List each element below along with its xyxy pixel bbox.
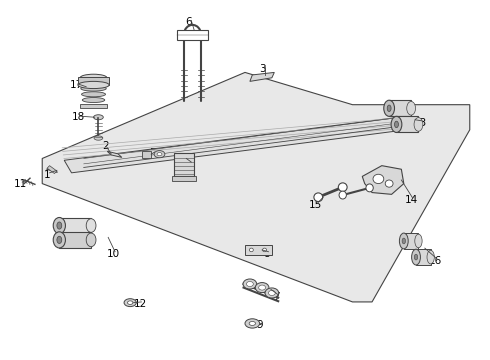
Ellipse shape [81,92,105,97]
Bar [59,218,91,234]
Ellipse shape [399,233,408,249]
Ellipse shape [338,183,347,192]
Polygon shape [107,151,122,157]
Text: 11: 11 [14,179,27,189]
Ellipse shape [373,174,384,184]
Text: 2: 2 [102,141,109,151]
Text: 7: 7 [273,292,280,302]
Text: 1: 1 [44,170,50,180]
Bar [80,104,107,108]
Ellipse shape [80,74,107,81]
Bar [143,151,151,158]
Ellipse shape [243,279,257,289]
Ellipse shape [384,100,394,116]
Ellipse shape [427,250,434,264]
Bar [59,232,91,248]
Ellipse shape [415,234,422,248]
Ellipse shape [82,98,105,103]
Bar [389,100,411,116]
Ellipse shape [245,319,260,328]
Ellipse shape [53,217,66,234]
Text: 8: 8 [264,248,270,258]
Ellipse shape [407,102,416,115]
Text: 13: 13 [414,118,427,128]
Ellipse shape [127,301,133,305]
Polygon shape [42,72,470,302]
Bar [174,153,194,176]
Ellipse shape [246,282,253,287]
Text: 15: 15 [309,200,322,210]
Ellipse shape [269,291,275,296]
Ellipse shape [391,116,402,132]
Ellipse shape [415,254,417,260]
Ellipse shape [86,219,96,232]
Ellipse shape [124,299,136,307]
Ellipse shape [157,153,162,156]
Bar [245,244,272,255]
Ellipse shape [402,238,406,244]
Polygon shape [250,72,274,81]
Ellipse shape [249,321,255,325]
Polygon shape [64,117,406,173]
Ellipse shape [314,193,323,202]
Ellipse shape [339,191,346,199]
Text: 12: 12 [133,299,147,309]
Text: 16: 16 [429,256,442,266]
Text: 10: 10 [106,248,120,258]
Ellipse shape [57,222,62,229]
Ellipse shape [394,121,398,128]
Bar [78,77,109,85]
Ellipse shape [53,232,66,248]
Ellipse shape [94,136,103,140]
Text: 3: 3 [259,64,266,74]
Ellipse shape [249,248,253,252]
Text: 18: 18 [72,112,85,122]
Ellipse shape [414,118,423,131]
Ellipse shape [94,115,103,120]
Text: 14: 14 [405,195,418,205]
Ellipse shape [265,288,279,298]
Ellipse shape [78,81,109,89]
Bar [176,30,208,40]
Ellipse shape [385,180,393,187]
Ellipse shape [366,184,373,192]
Polygon shape [362,166,404,194]
Ellipse shape [263,248,267,252]
Ellipse shape [81,86,106,91]
Polygon shape [47,166,57,174]
Text: 4: 4 [186,159,192,169]
Text: 6: 6 [186,17,192,27]
Ellipse shape [57,236,62,243]
Ellipse shape [255,283,269,293]
Bar [404,233,418,249]
Text: 9: 9 [256,320,263,330]
Ellipse shape [86,233,96,247]
Text: 5: 5 [149,148,155,158]
Bar [172,176,196,181]
Bar [416,249,431,265]
Ellipse shape [412,249,420,265]
Text: 17: 17 [70,80,83,90]
Ellipse shape [154,150,165,158]
Ellipse shape [387,105,391,112]
Ellipse shape [259,285,266,290]
Bar [396,116,418,132]
